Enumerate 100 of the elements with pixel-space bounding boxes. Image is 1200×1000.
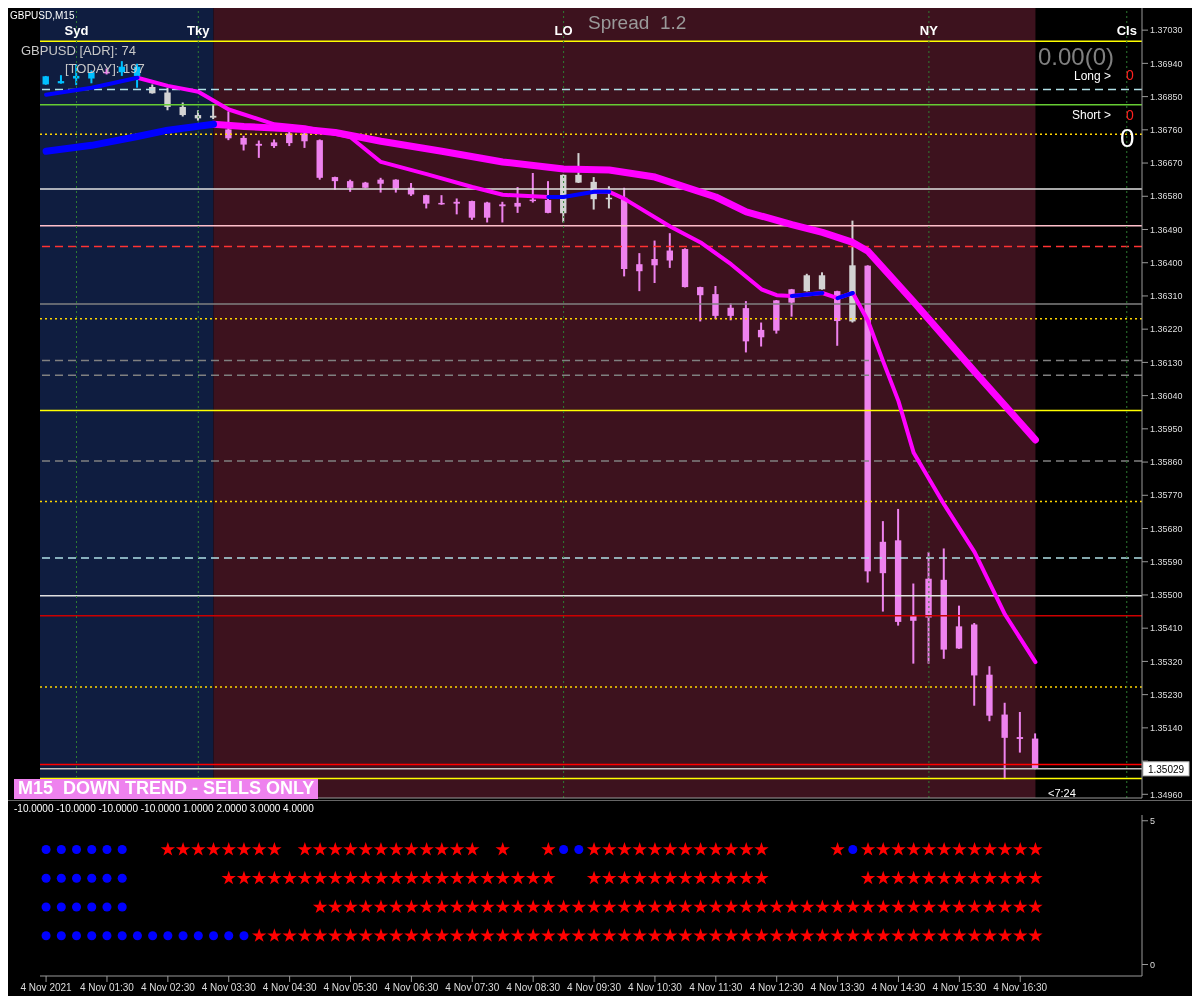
- point: [419, 899, 434, 914]
- point: [252, 928, 267, 942]
- x-tick-label: 4 Nov 02:30: [140, 982, 196, 994]
- point: [343, 928, 358, 942]
- point: [404, 928, 419, 942]
- point: [480, 870, 495, 885]
- candlestick: [636, 252, 643, 293]
- y-tick-label: 1.35320: [1150, 656, 1183, 667]
- annotation: Spread: [588, 12, 650, 34]
- candlestick: [544, 180, 552, 215]
- point: [952, 870, 967, 885]
- point: [404, 870, 419, 885]
- x-tick-label: 4 Nov 12:30: [749, 982, 805, 994]
- point: [297, 928, 313, 942]
- point: [693, 870, 708, 885]
- y-tick-label: 1.35860: [1150, 457, 1183, 468]
- point: [602, 899, 617, 914]
- point: [830, 928, 845, 942]
- point: [708, 870, 723, 885]
- point: [267, 870, 282, 885]
- point: [252, 870, 267, 885]
- point: [510, 870, 526, 885]
- point: [906, 870, 921, 885]
- x-tick-label: 4 Nov 03:30: [201, 982, 257, 994]
- point: [906, 899, 921, 914]
- point: [148, 931, 158, 941]
- point: [510, 899, 526, 914]
- ref-line-label: Syd: [64, 23, 89, 39]
- point: [87, 931, 97, 941]
- point: [117, 844, 127, 855]
- point: [617, 928, 632, 942]
- point: [221, 841, 236, 856]
- annotation: Short >: [1072, 108, 1112, 123]
- point: [906, 928, 921, 942]
- point: [559, 844, 569, 855]
- point: [739, 841, 754, 856]
- point: [556, 899, 571, 914]
- point: [102, 902, 112, 912]
- point: [586, 928, 602, 942]
- point: [358, 870, 373, 885]
- y-tick-label: 1.35230: [1150, 689, 1183, 700]
- point: [465, 870, 480, 885]
- point: [876, 841, 891, 856]
- point: [465, 928, 480, 942]
- point: [419, 841, 434, 856]
- point: [72, 844, 82, 855]
- x-tick-label: 4 Nov 2021: [20, 982, 73, 994]
- point: [662, 841, 678, 856]
- point: [252, 841, 267, 856]
- annotation: GBPUSD [ADR]: 74: [21, 43, 136, 59]
- x-tick-label: 4 Nov 16:30: [993, 982, 1048, 994]
- point: [449, 841, 465, 856]
- point: [434, 841, 450, 856]
- candlestick: [910, 582, 917, 665]
- point: [419, 870, 434, 885]
- point: [571, 899, 586, 914]
- point: [997, 928, 1013, 942]
- y-tick-label: 1.36670: [1150, 158, 1183, 169]
- point: [647, 899, 663, 914]
- point: [525, 870, 541, 885]
- point: [799, 928, 815, 942]
- x-tick-label: 4 Nov 10:30: [627, 982, 683, 994]
- point: [602, 841, 617, 856]
- point: [678, 928, 693, 942]
- point: [739, 899, 754, 914]
- point: [754, 841, 769, 856]
- point: [541, 841, 556, 856]
- point: [404, 841, 419, 856]
- x-tick-label: 4 Nov 14:30: [871, 982, 926, 994]
- point: [602, 870, 617, 885]
- point: [708, 899, 723, 914]
- point: [830, 899, 845, 914]
- point: [343, 841, 358, 856]
- point: [206, 841, 221, 856]
- candlestick: [483, 200, 491, 224]
- x-tick-label: 4 Nov 15:30: [932, 982, 987, 994]
- point: [495, 899, 510, 914]
- point: [434, 928, 450, 942]
- point: [117, 873, 127, 883]
- point: [434, 899, 450, 914]
- point: [784, 928, 800, 942]
- point: [87, 873, 97, 883]
- y-tick-label: 1.36580: [1150, 191, 1183, 202]
- point: [632, 928, 647, 942]
- point: [936, 841, 952, 856]
- point: [191, 841, 206, 856]
- point: [678, 841, 693, 856]
- point: [41, 931, 51, 941]
- point: [769, 928, 784, 942]
- point: [784, 899, 800, 914]
- point: [754, 870, 769, 885]
- point: [739, 928, 754, 942]
- point: [56, 931, 66, 941]
- point: [662, 870, 678, 885]
- point: [41, 844, 51, 855]
- y-tick-label: 1.36490: [1150, 224, 1183, 235]
- point: [1028, 899, 1043, 914]
- x-tick-label: 4 Nov 13:30: [810, 982, 865, 994]
- point: [72, 931, 82, 941]
- point: [617, 899, 632, 914]
